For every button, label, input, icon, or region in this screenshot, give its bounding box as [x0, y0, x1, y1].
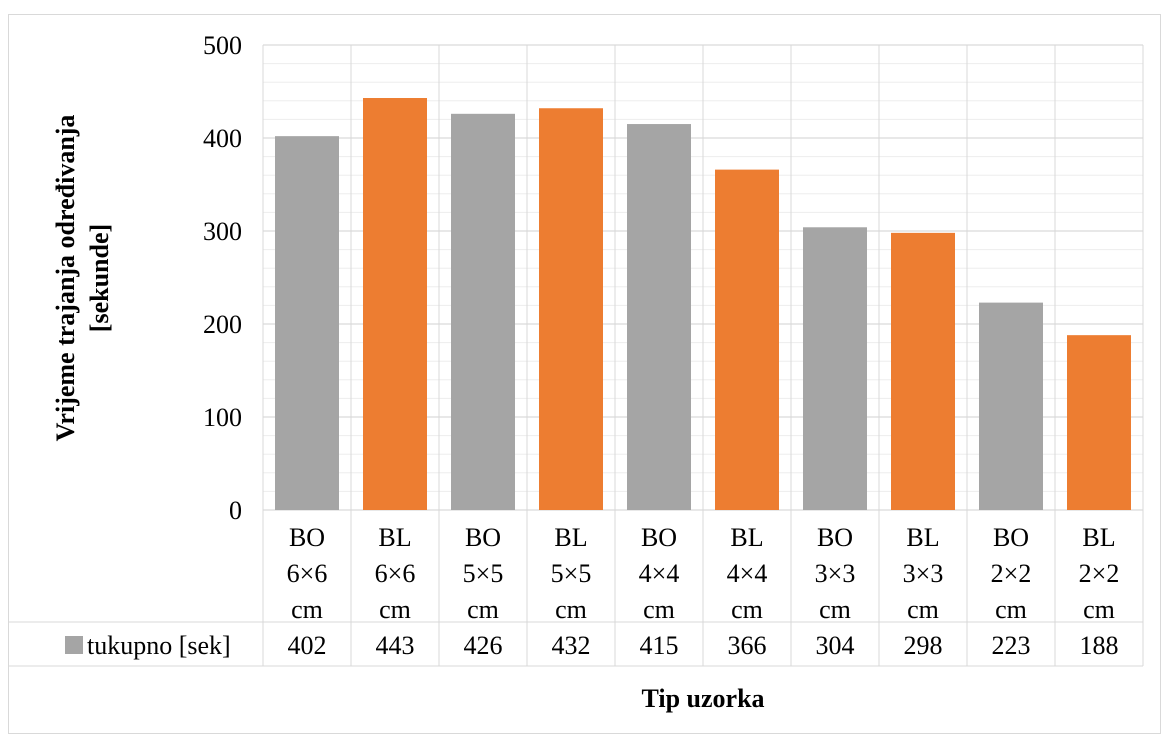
y-axis-title: Vrijeme trajanja određivanja	[51, 115, 80, 442]
data-table-value: 298	[904, 631, 943, 660]
y-tick-label: 0	[229, 496, 242, 525]
x-tick-label: cm	[819, 595, 851, 624]
y-tick-label: 500	[203, 31, 242, 60]
x-tick-label: BL	[378, 523, 411, 552]
x-tick-label: cm	[907, 595, 939, 624]
bar	[539, 108, 603, 511]
data-table-value: 402	[288, 631, 327, 660]
x-tick-label: BL	[554, 523, 587, 552]
x-tick-label: 5×5	[551, 559, 592, 588]
y-axis-title: [sekunde]	[85, 224, 114, 332]
x-axis-title: Tip uzorka	[641, 684, 764, 713]
bar	[363, 98, 427, 510]
bar	[451, 113, 515, 510]
x-tick-label: 3×3	[903, 559, 944, 588]
x-tick-label: 2×2	[991, 559, 1032, 588]
x-tick-label: cm	[379, 595, 411, 624]
data-table-value: 366	[728, 631, 767, 660]
y-tick-label: 200	[203, 310, 242, 339]
y-tick-label: 300	[203, 217, 242, 246]
x-tick-label: cm	[731, 595, 763, 624]
bar	[627, 124, 691, 511]
bar	[891, 232, 955, 511]
x-tick-label: 2×2	[1079, 559, 1120, 588]
bar	[275, 136, 339, 510]
x-tick-label: BO	[817, 523, 853, 552]
x-tick-label: cm	[555, 595, 587, 624]
x-tick-label: cm	[1083, 595, 1115, 624]
x-tick-label: BL	[1082, 523, 1115, 552]
x-tick-label: BO	[465, 523, 501, 552]
y-tick-label: 100	[203, 403, 242, 432]
bar	[803, 227, 867, 510]
x-tick-label: cm	[995, 595, 1027, 624]
x-tick-label: cm	[643, 595, 675, 624]
x-tick-label: BO	[289, 523, 325, 552]
x-tick-label: 6×6	[287, 559, 328, 588]
y-tick-label: 400	[203, 124, 242, 153]
x-tick-label: BO	[993, 523, 1029, 552]
x-tick-label: 6×6	[375, 559, 416, 588]
x-tick-label: 5×5	[463, 559, 504, 588]
bar	[979, 302, 1043, 510]
x-tick-label: 4×4	[639, 559, 680, 588]
data-table-value: 304	[816, 631, 855, 660]
x-tick-label: BL	[730, 523, 763, 552]
legend-swatch	[65, 636, 83, 654]
bar	[1067, 335, 1131, 510]
x-tick-label: 3×3	[815, 559, 856, 588]
x-tick-label: 4×4	[727, 559, 768, 588]
data-table-value: 188	[1080, 631, 1119, 660]
data-table-value: 432	[552, 631, 591, 660]
bar	[715, 169, 779, 510]
data-table-value: 426	[464, 631, 503, 660]
data-table-value: 443	[376, 631, 415, 660]
data-table-value: 415	[640, 631, 679, 660]
data-table-value: 223	[992, 631, 1031, 660]
x-tick-label: BL	[906, 523, 939, 552]
x-tick-label: cm	[291, 595, 323, 624]
x-tick-label: cm	[467, 595, 499, 624]
legend-label: tukupno [sek]	[87, 631, 231, 660]
x-tick-label: BO	[641, 523, 677, 552]
